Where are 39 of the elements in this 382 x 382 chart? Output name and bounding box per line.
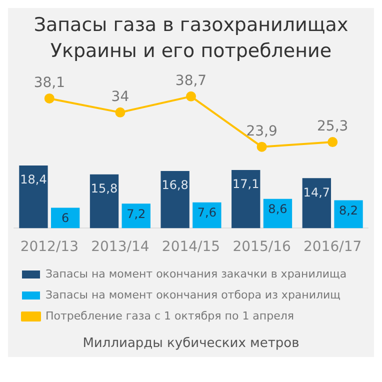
- bar: [50, 208, 80, 228]
- point: [44, 93, 54, 104]
- data-label: 15,8: [90, 182, 118, 196]
- data-label: 8,6: [268, 202, 288, 216]
- bar: [334, 200, 363, 228]
- data-label: 14,7: [303, 185, 330, 200]
- data-label: 7,6: [197, 205, 216, 220]
- data-label: 38,1: [34, 75, 65, 92]
- data-label: 16,8: [162, 178, 188, 192]
- text: Миллиарды кубических метров: [82, 335, 300, 353]
- data-label: 23,9: [246, 123, 278, 140]
- chart-title: Запасы газа в газохранилищах Украины и его потребление: [32, 13, 350, 64]
- bar: [90, 174, 119, 228]
- x-tick-label: 2013/14: [91, 239, 150, 256]
- point: [328, 137, 338, 148]
- data-label: 17,1: [232, 177, 260, 192]
- x-tick-label: 2012/13: [20, 239, 78, 256]
- bar: [232, 170, 260, 228]
- data-label: 34: [111, 89, 130, 106]
- x-tick-label: 2014/15: [162, 239, 220, 256]
- bar: [192, 202, 222, 228]
- legend-label: Запасы на момент окончания отбора из хранилищ: [46, 288, 341, 302]
- bar: [302, 178, 332, 228]
- bar: [160, 170, 190, 228]
- point: [186, 91, 196, 102]
- data-label: 6: [62, 210, 70, 225]
- bar: [19, 166, 48, 228]
- point: [115, 107, 126, 118]
- x-tick-label: 2015/16: [232, 239, 291, 256]
- data-label: 38,7: [175, 73, 207, 90]
- bar: [122, 204, 150, 228]
- legend-label: Потребление газа с 1 октября по 1 апреля: [46, 309, 294, 322]
- legend-label: Запасы на момент окончания закачки в хранилища: [46, 267, 347, 280]
- x-tick-label: 2016/17: [304, 239, 362, 256]
- data-label: 25,3: [317, 118, 348, 135]
- data-label: 7,2: [126, 206, 146, 221]
- data-label: 8,2: [338, 203, 358, 218]
- data-label: 18,4: [20, 172, 47, 187]
- point: [256, 142, 267, 152]
